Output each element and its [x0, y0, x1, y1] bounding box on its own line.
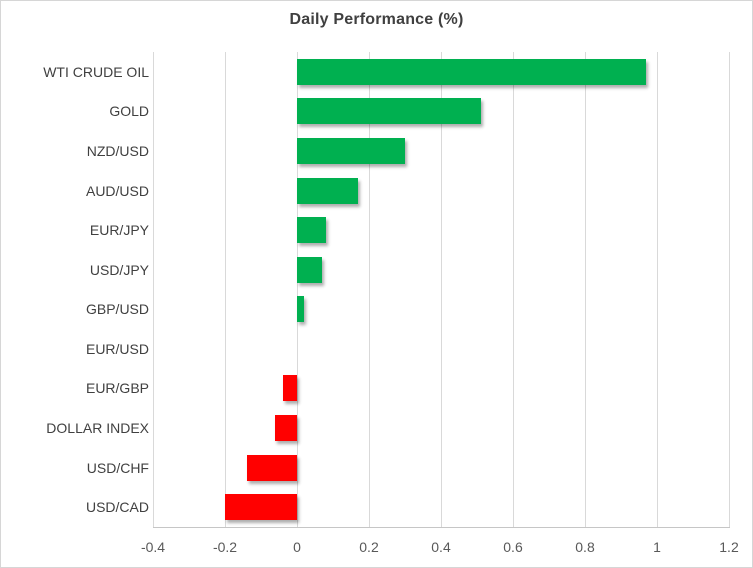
- zero-gridline: [296, 52, 298, 527]
- bar-usd-chf: [246, 454, 297, 481]
- x-tick-label-0.8: 0.8: [575, 539, 595, 555]
- category-label-usd-chf: USD/CHF: [86, 459, 149, 476]
- x-tick-label-1: 1: [653, 539, 661, 555]
- category-label-usd-jpy: USD/JPY: [89, 261, 149, 278]
- category-label-dollar-index: DOLLAR INDEX: [46, 420, 149, 437]
- category-label-gold: GOLD: [109, 103, 149, 120]
- x-tick-label-0.2: 0.2: [359, 539, 379, 555]
- category-label-eur-gbp: EUR/GBP: [85, 380, 149, 397]
- x-tick-label-0.6: 0.6: [503, 539, 523, 555]
- bar-eur-gbp: [282, 375, 297, 402]
- bar-eur-jpy: [297, 217, 326, 244]
- x-tick-label-0: 0: [293, 539, 301, 555]
- x-tick-label-0.4: 0.4: [431, 539, 451, 555]
- gridline: [152, 52, 154, 527]
- category-label-gbp-usd: GBP/USD: [85, 301, 149, 318]
- category-label-nzd-usd: NZD/USD: [86, 142, 149, 159]
- bar-wti-crude-oil: [297, 58, 647, 85]
- gridline: [440, 52, 442, 527]
- bar-gold: [297, 98, 481, 125]
- gridline: [512, 52, 514, 527]
- bar-nzd-usd: [297, 137, 405, 164]
- category-label-wti-crude-oil: WTI CRUDE OIL: [43, 63, 149, 80]
- x-tick-label--0.2: -0.2: [212, 539, 238, 555]
- gridline: [368, 52, 370, 527]
- category-label-aud-usd: AUD/USD: [85, 182, 149, 199]
- bar-dollar-index: [275, 415, 297, 442]
- bar-usd-jpy: [297, 256, 323, 283]
- gridline: [728, 52, 730, 527]
- x-axis-line: [153, 527, 730, 528]
- bar-usd-cad: [225, 494, 297, 521]
- x-tick-label--0.4: -0.4: [140, 539, 166, 555]
- bar-gbp-usd: [297, 296, 305, 323]
- bar-aud-usd: [297, 177, 359, 204]
- chart-title: Daily Performance (%): [289, 11, 464, 28]
- gridline: [656, 52, 658, 527]
- gridline: [584, 52, 586, 527]
- category-label-eur-usd: EUR/USD: [85, 340, 149, 357]
- category-label-eur-jpy: EUR/JPY: [89, 222, 149, 239]
- x-tick-label-1.2: 1.2: [719, 539, 739, 555]
- category-label-usd-cad: USD/CAD: [85, 499, 149, 516]
- gridline: [224, 52, 226, 527]
